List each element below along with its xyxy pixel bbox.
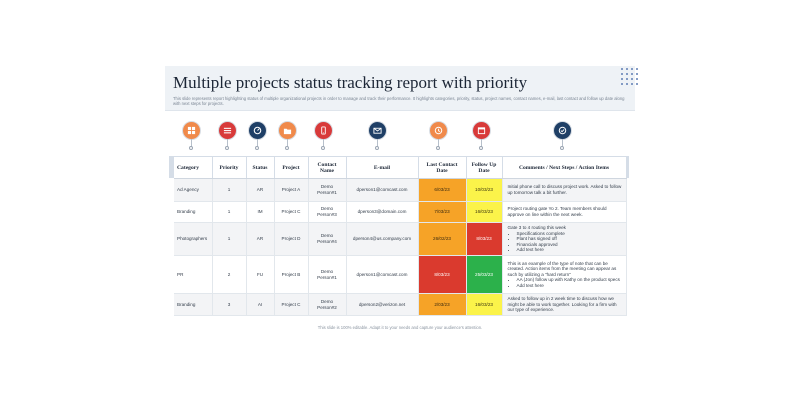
connector-pin xyxy=(285,139,289,150)
cell-status: IM xyxy=(246,201,275,223)
connector-pin xyxy=(479,139,483,150)
cell-contact-name: Demo Person#1 xyxy=(308,255,347,294)
cell-contact-name: Demo Person#2 xyxy=(308,293,347,316)
status-gauge-icon xyxy=(248,121,267,140)
cell-email: dperson2@verizon.net xyxy=(346,293,419,316)
connector-pin xyxy=(560,139,564,150)
cell-comment: Project routing gate Yo 2. Team members … xyxy=(502,201,627,223)
cell-last-contact-date: 7/03/23 xyxy=(418,201,467,223)
decorative-dot-grid xyxy=(621,68,638,88)
cell-project: Project C xyxy=(274,201,309,223)
status-table: Category Priority Status Project Contact… xyxy=(174,157,627,316)
cell-category: Ad Agency xyxy=(174,178,213,202)
table-header-row: Category Priority Status Project Contact… xyxy=(174,157,627,179)
connector-pin xyxy=(436,139,440,150)
page-title: Multiple projects status tracking report… xyxy=(173,73,528,92)
cell-category: Photographers xyxy=(174,222,213,256)
bullet-item: AA (Jon) follow up with Kathy on the pro… xyxy=(517,277,622,283)
comment-bullets: AA (Jon) follow up with Kathy on the pro… xyxy=(508,277,622,288)
cell-project: Project D xyxy=(274,222,309,256)
cell-status: AR xyxy=(246,222,275,256)
footer-note: This slide is 100% editable. Adapt it to… xyxy=(317,325,483,330)
header-status: Status xyxy=(246,157,275,179)
header-email: E-mail xyxy=(346,157,419,179)
cell-follow-up-date: 16/03/23 xyxy=(466,293,503,316)
header-last-contact-date: Last Contact Date xyxy=(418,157,467,179)
last-contact-icon xyxy=(429,121,448,140)
bullet-item: Plant has signed off xyxy=(517,236,622,242)
connector-pin xyxy=(225,139,229,150)
category-icon xyxy=(182,121,201,140)
cell-priority: 1 xyxy=(212,178,247,202)
cell-status: AI xyxy=(246,293,275,316)
cell-priority: 1 xyxy=(212,222,247,256)
cell-project: Project B xyxy=(274,255,309,294)
cell-follow-up-date: 25/03/23 xyxy=(466,255,503,294)
comment-bullets: Specifications complete Plant has signed… xyxy=(508,231,622,253)
priority-list-icon xyxy=(218,121,237,140)
cell-email: dperson1@comcast.com xyxy=(346,255,419,294)
cell-email: dperson3@domain.com xyxy=(346,201,419,223)
bullet-item: Specifications complete xyxy=(517,231,622,237)
cell-last-contact-date: 8/03/23 xyxy=(418,255,467,294)
bullet-item: Add text here xyxy=(517,283,622,289)
cell-comment: Gate 3 to 4 routing this week Specificat… xyxy=(502,222,627,256)
cell-category: PR xyxy=(174,255,213,294)
cell-project: Project C xyxy=(274,293,309,316)
header-category: Category xyxy=(174,157,213,179)
header-project: Project xyxy=(274,157,309,179)
connector-pin xyxy=(321,139,325,150)
contact-phone-icon xyxy=(314,121,333,140)
cell-category: Branding xyxy=(174,201,213,223)
cell-contact-name: Demo Person#4 xyxy=(308,222,347,256)
bullet-item: Financials approved xyxy=(517,242,622,248)
header-follow-up-date: Follow Up Date xyxy=(466,157,503,179)
cell-priority: 3 xyxy=(212,293,247,316)
header-priority: Priority xyxy=(212,157,247,179)
slide-header-band xyxy=(165,66,635,111)
cell-contact-name: Demo Person#3 xyxy=(308,201,347,223)
comment-text: Project routing gate Yo 2. Team members … xyxy=(507,206,607,217)
comment-text: Gate 3 to 4 routing this week xyxy=(507,225,566,231)
connector-pin xyxy=(189,139,193,150)
cell-email: dperson1@comcast.com xyxy=(346,178,419,202)
table-row: Photographers 1 AR Project D Demo Person… xyxy=(174,222,627,256)
table-row: PR 2 FU Project B Demo Person#1 dperson1… xyxy=(174,255,627,294)
comment-text: Initial phone call to discuss project wo… xyxy=(507,184,622,195)
follow-up-calendar-icon xyxy=(472,121,491,140)
cell-last-contact-date: 26/02/23 xyxy=(418,222,467,256)
header-comments: Comments / Next Steps / Action Items xyxy=(502,157,627,179)
cell-project: Project A xyxy=(274,178,309,202)
cell-comment: This is an example of the type of note t… xyxy=(502,255,627,294)
cell-contact-name: Demo Person#1 xyxy=(308,178,347,202)
cell-follow-up-date: 16/03/23 xyxy=(466,201,503,223)
cell-priority: 1 xyxy=(212,201,247,223)
cell-last-contact-date: 2/03/23 xyxy=(418,293,467,316)
cell-last-contact-date: 6/03/23 xyxy=(418,178,467,202)
cell-category: Branding xyxy=(174,293,213,316)
table-row: Ad Agency 1 AR Project A Demo Person#1 d… xyxy=(174,178,627,202)
cell-status: AR xyxy=(246,178,275,202)
cell-comment: Asked to follow up in 2 week time to dis… xyxy=(502,293,627,316)
table-row: Branding 1 IM Project C Demo Person#3 dp… xyxy=(174,201,627,223)
header-contact-name: Contact Name xyxy=(308,157,347,179)
bullet-item: Add text here xyxy=(517,247,622,253)
cell-priority: 2 xyxy=(212,255,247,294)
comment-text: Asked to follow up in 2 week time to dis… xyxy=(507,296,617,313)
cell-follow-up-date: 8/03/23 xyxy=(466,222,503,256)
cell-comment: Initial phone call to discuss project wo… xyxy=(502,178,627,202)
project-folder-icon xyxy=(278,121,297,140)
connector-pin xyxy=(375,139,379,150)
cell-follow-up-date: 10/03/23 xyxy=(466,178,503,202)
page-subtitle: This slide represents report highlightin… xyxy=(173,96,625,107)
connector-pin xyxy=(255,139,259,150)
table-row: Branding 3 AI Project C Demo Person#2 dp… xyxy=(174,293,627,316)
next-steps-icon xyxy=(553,121,572,140)
email-icon xyxy=(368,121,387,140)
cell-status: FU xyxy=(246,255,275,294)
cell-email: dperson4@us.company.com xyxy=(346,222,419,256)
comment-text: This is an example of the type of note t… xyxy=(507,260,617,277)
